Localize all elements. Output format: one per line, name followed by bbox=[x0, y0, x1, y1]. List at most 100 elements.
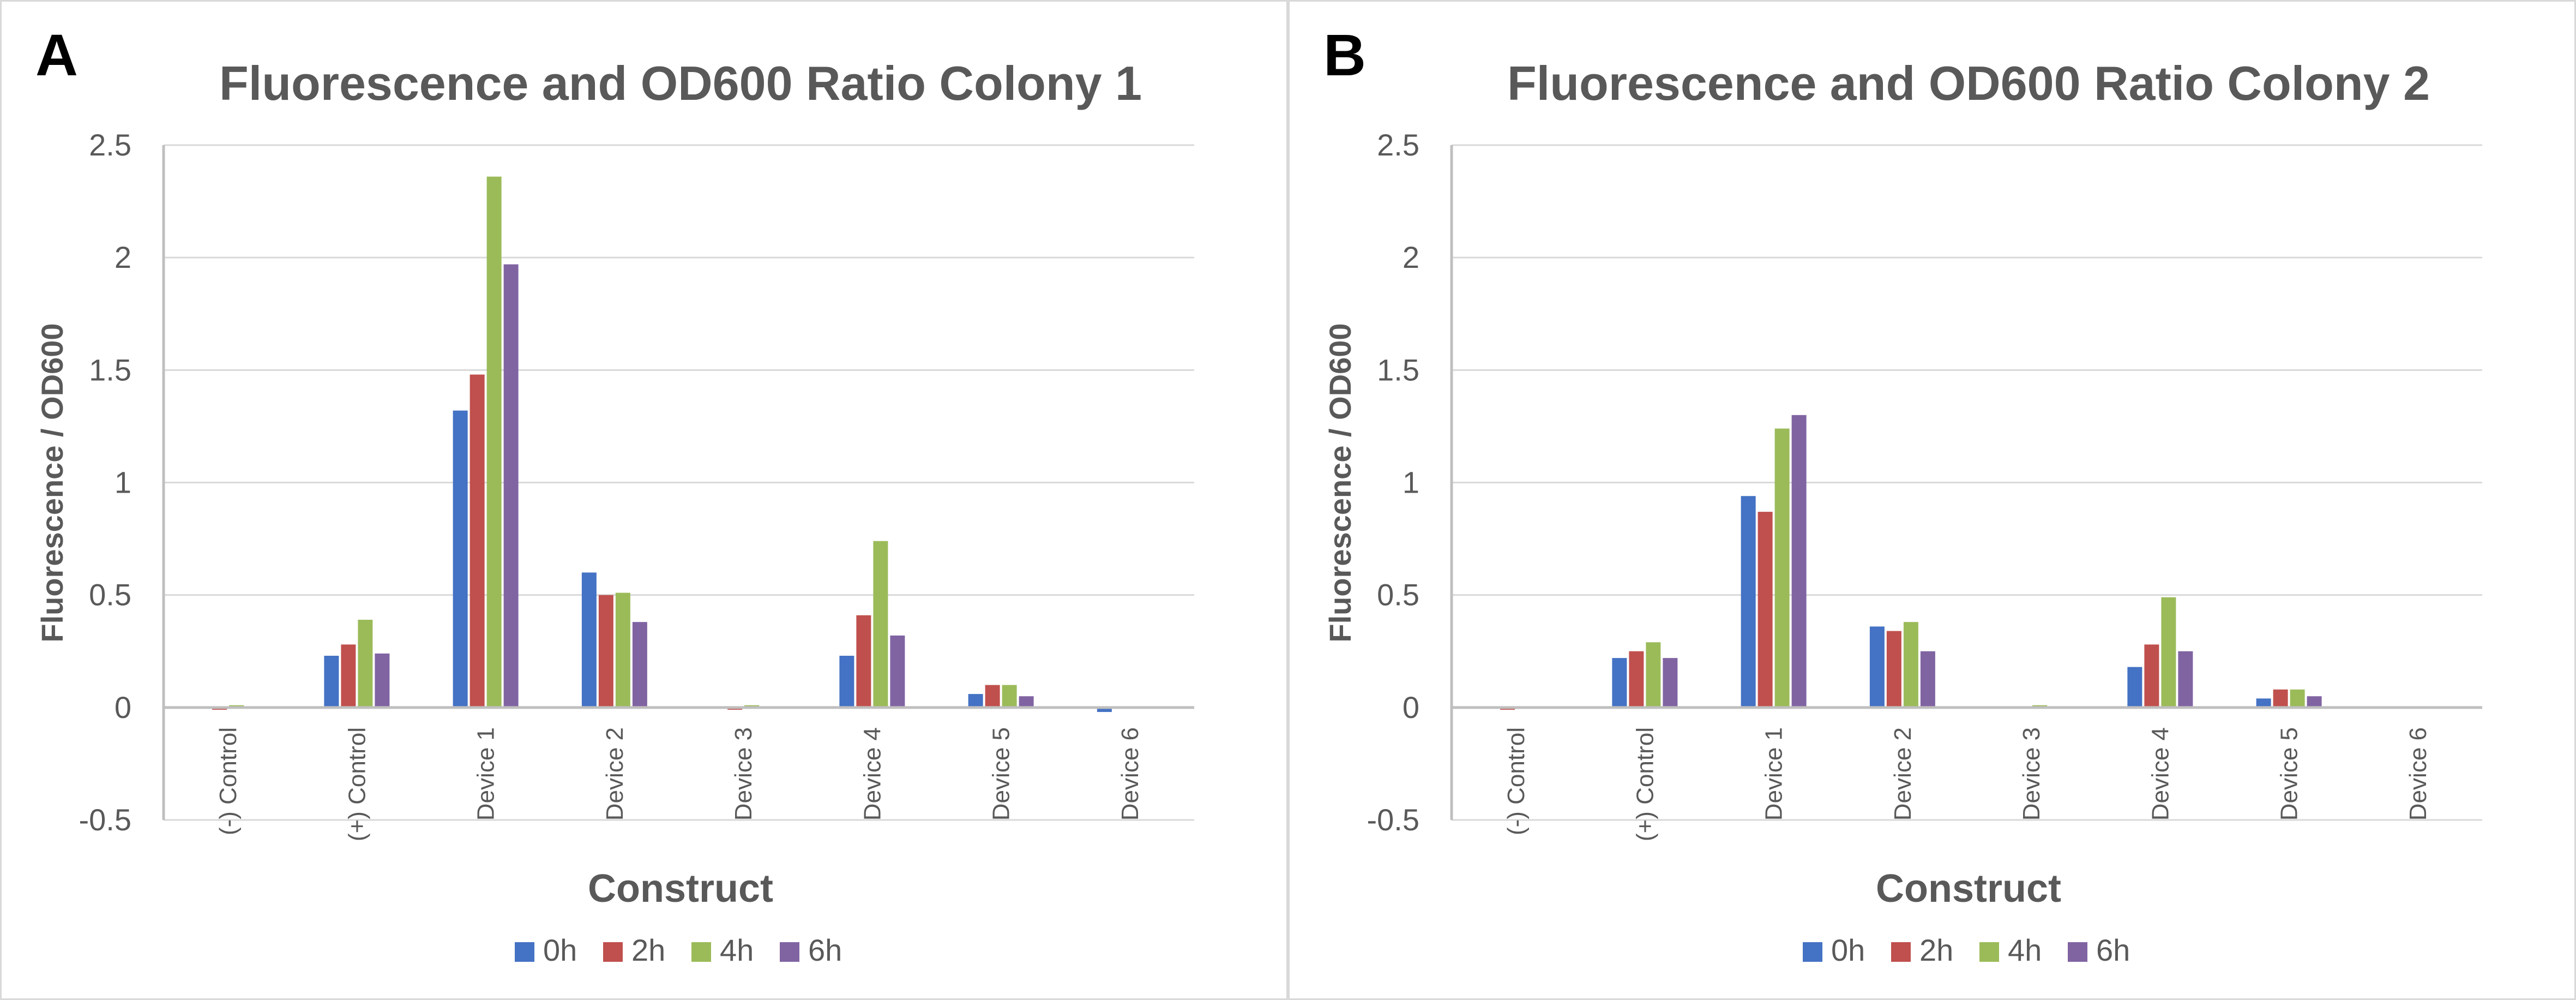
chart-b-svg: B Fluorescence and OD600 Ratio Colony 2 2.… bbox=[1323, 22, 2482, 967]
x-tick-label: (-) Control bbox=[215, 727, 242, 835]
y-tick-label: 0.5 bbox=[1377, 578, 1419, 612]
chart-panel-a: A Fluorescence and OD600 Ratio Colony 1 2.… bbox=[0, 0, 1288, 1000]
y-tick-label: 0 bbox=[115, 690, 131, 724]
bar-0h-3 bbox=[453, 410, 468, 708]
bar-2h-3 bbox=[1758, 512, 1773, 708]
panel-letter: A bbox=[35, 22, 78, 88]
bar-0h-7 bbox=[968, 694, 983, 708]
x-tick-label: (-) Control bbox=[1503, 727, 1530, 835]
bar-4h-2 bbox=[358, 620, 373, 708]
bar-0h-2 bbox=[324, 655, 339, 708]
x-tick-label: Device 3 bbox=[2018, 727, 2045, 821]
y-tick-label: 2 bbox=[115, 240, 131, 274]
bar-0h-6 bbox=[839, 655, 854, 708]
bar-2h-2 bbox=[1629, 651, 1644, 708]
x-tick-label: Device 6 bbox=[2405, 727, 2431, 821]
x-tick-label: (+) Control bbox=[344, 727, 370, 841]
bar-4h-7 bbox=[2290, 689, 2305, 708]
legend: 0h 2h 4h 6h bbox=[515, 933, 842, 967]
x-tick-label: Device 6 bbox=[1117, 727, 1143, 821]
bar-6h-3 bbox=[503, 264, 519, 708]
bar-6h-4 bbox=[1920, 651, 1935, 708]
bar-4h-2 bbox=[1646, 642, 1661, 708]
bar-4h-7 bbox=[1002, 685, 1017, 708]
bar-6h-6 bbox=[890, 635, 905, 708]
legend-swatch-6h bbox=[780, 942, 799, 962]
bar-2h-7 bbox=[985, 685, 1000, 708]
legend-swatch-6h bbox=[2068, 942, 2087, 962]
bar-4h-4 bbox=[1903, 622, 1918, 708]
bar-6h-6 bbox=[2178, 651, 2193, 708]
legend-swatch-0h bbox=[1803, 942, 1822, 962]
bar-4h-3 bbox=[486, 176, 502, 708]
bar-2h-4 bbox=[1886, 631, 1901, 708]
chart-panel-b: B Fluorescence and OD600 Ratio Colony 2 2.… bbox=[1288, 0, 2576, 1000]
bar-0h-4 bbox=[1869, 626, 1885, 708]
bar-6h-3 bbox=[1791, 415, 1807, 708]
bar-4h-4 bbox=[615, 592, 630, 708]
legend-label-2h: 2h bbox=[631, 933, 665, 967]
bar-2h-3 bbox=[470, 374, 485, 708]
legend-swatch-4h bbox=[691, 942, 711, 962]
legend-label-4h: 4h bbox=[720, 933, 754, 967]
y-tick-label: -0.5 bbox=[79, 803, 132, 837]
chart-title: Fluorescence and OD600 Ratio Colony 2 bbox=[1507, 56, 2430, 110]
bar-2h-2 bbox=[341, 644, 356, 708]
bar-2h-7 bbox=[2273, 689, 2288, 708]
bar-4h-6 bbox=[2161, 597, 2176, 708]
legend-swatch-2h bbox=[1891, 942, 1911, 962]
panel-letter: B bbox=[1323, 22, 1366, 88]
bar-6h-7 bbox=[2307, 696, 2322, 708]
y-tick-label: 1.5 bbox=[89, 352, 131, 387]
bar-0h-7 bbox=[2256, 698, 2271, 708]
y-tick-label: 1.5 bbox=[1377, 352, 1419, 387]
y-axis-title: Fluorescence / OD600 bbox=[35, 323, 69, 642]
bar-6h-2 bbox=[375, 653, 390, 708]
bar-4h-6 bbox=[873, 541, 888, 708]
legend-swatch-0h bbox=[515, 942, 534, 962]
x-tick-label: Device 1 bbox=[473, 727, 499, 821]
x-tick-label: (+) Control bbox=[1632, 727, 1658, 841]
x-tick-label: Device 4 bbox=[859, 727, 886, 821]
y-tick-label: 0.5 bbox=[89, 578, 131, 612]
bar-0h-8 bbox=[1097, 707, 1112, 712]
legend-label-6h: 6h bbox=[2096, 933, 2130, 967]
x-tick-label: Device 5 bbox=[2276, 727, 2303, 821]
y-tick-label: 0 bbox=[1403, 690, 1419, 724]
bar-4h-3 bbox=[1774, 428, 1790, 708]
legend-swatch-2h bbox=[603, 942, 623, 962]
bar-2h-6 bbox=[2144, 644, 2159, 708]
x-tick-label: Device 3 bbox=[730, 727, 757, 821]
legend-label-2h: 2h bbox=[1919, 933, 1953, 967]
legend-label-6h: 6h bbox=[808, 933, 842, 967]
x-axis-title: Construct bbox=[1876, 867, 2061, 911]
bar-0h-2 bbox=[1612, 658, 1627, 708]
legend-swatch-4h bbox=[1979, 942, 1999, 962]
chart-title: Fluorescence and OD600 Ratio Colony 1 bbox=[219, 56, 1142, 110]
y-axis-title: Fluorescence / OD600 bbox=[1323, 323, 1357, 642]
y-tick-label: 2 bbox=[1403, 240, 1419, 274]
x-tick-label: Device 5 bbox=[988, 727, 1015, 821]
bar-2h-4 bbox=[598, 595, 613, 708]
x-axis-title: Construct bbox=[588, 867, 773, 911]
y-tick-label: 1 bbox=[1403, 465, 1419, 500]
legend: 0h 2h 4h 6h bbox=[1803, 933, 2130, 967]
legend-label-0h: 0h bbox=[1831, 933, 1865, 967]
legend-label-4h: 4h bbox=[2008, 933, 2042, 967]
bar-6h-4 bbox=[632, 622, 647, 708]
x-tick-label: Device 4 bbox=[2147, 727, 2174, 821]
y-tick-label: -0.5 bbox=[1367, 803, 1420, 837]
x-tick-label: Device 2 bbox=[601, 727, 628, 821]
legend-label-0h: 0h bbox=[543, 933, 577, 967]
y-tick-label: 2.5 bbox=[1377, 128, 1419, 162]
bar-0h-6 bbox=[2127, 667, 2142, 708]
bar-2h-6 bbox=[856, 615, 871, 708]
x-tick-label: Device 2 bbox=[1889, 727, 1916, 821]
bar-6h-2 bbox=[1663, 658, 1678, 708]
y-tick-label: 1 bbox=[115, 465, 131, 500]
x-tick-label: Device 1 bbox=[1761, 727, 1787, 821]
bar-0h-3 bbox=[1741, 496, 1756, 708]
chart-a-svg: A Fluorescence and OD600 Ratio Colony 1 2.… bbox=[35, 22, 1194, 967]
bar-6h-7 bbox=[1019, 696, 1034, 708]
bar-0h-4 bbox=[581, 572, 597, 708]
